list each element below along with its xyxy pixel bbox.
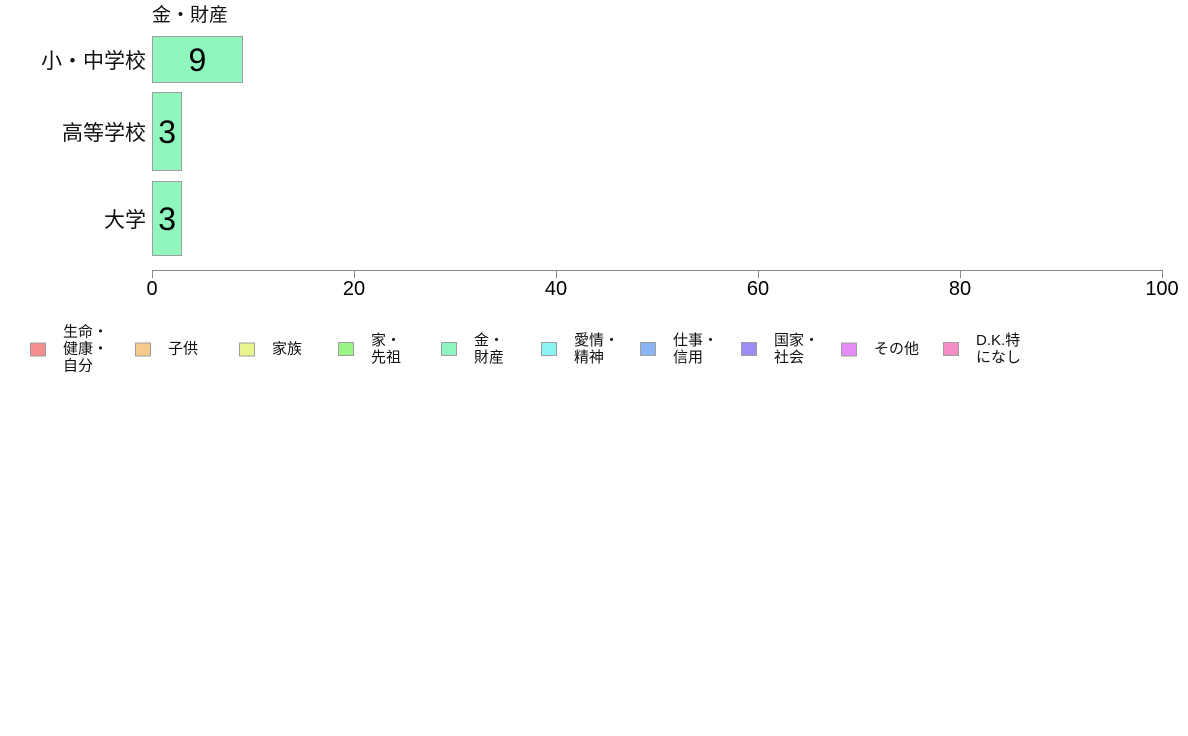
legend-item: 愛情・ 精神 <box>541 332 619 366</box>
legend-swatch-icon <box>239 342 255 356</box>
legend-item-label: 家族 <box>272 340 303 358</box>
legend-swatch-icon <box>135 342 151 356</box>
chart-title: 金・財産 <box>152 5 229 26</box>
legend-item-label: 愛情・ 精神 <box>574 332 620 366</box>
x-axis-tick-label: 20 <box>342 278 366 300</box>
x-axis-tick <box>152 270 153 278</box>
legend-item-label: 国家・ 社会 <box>774 332 820 366</box>
category-label: 小・中学校 <box>41 49 146 73</box>
legend-swatch-icon <box>441 342 457 356</box>
legend-item: 家族 <box>239 341 302 358</box>
bar <box>152 181 183 256</box>
x-axis-tick-label: 80 <box>948 278 972 300</box>
x-axis-tick-label: 0 <box>146 278 158 300</box>
legend-item: 仕事・ 信用 <box>640 332 718 366</box>
bar <box>152 92 183 171</box>
legend-item: 生命・ 健康・ 自分 <box>30 324 108 375</box>
legend-swatch-icon <box>943 342 959 356</box>
legend-item-label: 金・ 財産 <box>474 332 505 366</box>
x-axis-tick <box>758 270 759 278</box>
x-axis-line <box>152 270 1162 271</box>
bar-value-label: 9 <box>188 41 207 78</box>
x-axis-tick-label: 40 <box>544 278 568 300</box>
x-axis-tick-label: 60 <box>746 278 770 300</box>
x-axis-tick <box>556 270 557 278</box>
legend-item-label: D.K.特 になし <box>976 332 1022 366</box>
legend-item: 金・ 財産 <box>441 332 504 366</box>
x-axis-tick <box>960 270 961 278</box>
legend-item-label: 生命・ 健康・ 自分 <box>63 323 109 375</box>
legend-item-label: 家・ 先祖 <box>371 332 402 366</box>
category-label: 高等学校 <box>62 121 146 145</box>
bar-value-label: 3 <box>158 200 177 237</box>
legend-swatch-icon <box>841 342 857 356</box>
legend-item: D.K.特 になし <box>943 332 1021 366</box>
bar <box>152 36 243 83</box>
legend-item-label: 仕事・ 信用 <box>673 332 719 366</box>
legend-item: その他 <box>841 341 919 358</box>
legend-swatch-icon <box>338 342 354 356</box>
x-axis-tick <box>354 270 355 278</box>
bar-value-label: 3 <box>158 113 177 150</box>
legend-swatch-icon <box>741 342 757 356</box>
legend-item-label: その他 <box>874 340 920 358</box>
legend-swatch-icon <box>541 342 557 356</box>
legend-item-label: 子供 <box>168 340 199 358</box>
legend-item: 子供 <box>135 341 198 358</box>
legend-item: 家・ 先祖 <box>338 332 401 366</box>
legend-swatch-icon <box>30 342 46 356</box>
category-label: 大学 <box>104 208 146 232</box>
legend-item: 国家・ 社会 <box>741 332 819 366</box>
legend-swatch-icon <box>640 342 656 356</box>
x-axis-tick <box>1162 270 1163 278</box>
x-axis-tick-label: 100 <box>1145 278 1179 300</box>
